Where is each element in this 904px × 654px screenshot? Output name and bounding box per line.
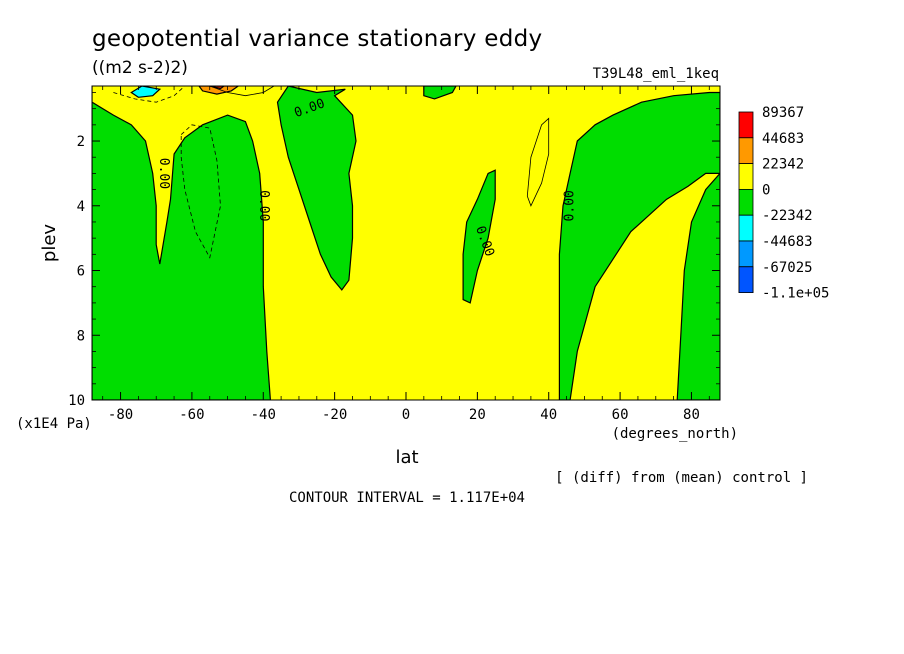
minor-ticks: [92, 86, 720, 400]
legend-label: 44683: [762, 131, 804, 147]
legend-label: 22342: [762, 157, 804, 173]
chart-title: geopotential variance stationary eddy: [92, 26, 542, 52]
legend-swatch: [738, 240, 754, 268]
contour-interval-note: CONTOUR INTERVAL = 1.117E+04: [289, 490, 525, 506]
x-tick-label: 0: [402, 407, 410, 423]
green-region-sh-polar: [92, 86, 272, 400]
x-tick-label: 60: [612, 407, 629, 423]
contour-label-4: 0.00: [563, 190, 578, 221]
legend-swatch-lowest: [738, 266, 754, 293]
y-axis-label: plev: [39, 224, 60, 263]
contour-label-1: 0.00: [256, 190, 271, 221]
x-axis-units: (degrees_north): [612, 426, 738, 442]
legend-label: 0: [762, 182, 770, 198]
green-region-tropics-top: [423, 86, 457, 100]
legend-label: -22342: [762, 208, 813, 224]
x-tick-label: 20: [469, 407, 486, 423]
positive-contour-nh-1: [526, 117, 550, 207]
contour-plot: 0.000.000.000.000.00 -80 -60 -40 -20 0 20 40 60…: [68, 85, 721, 423]
x-tick-label: -20: [322, 407, 347, 423]
green-region-nh-subtropics: [462, 169, 496, 304]
legend-swatch: [738, 111, 754, 139]
x-tick-label: -60: [179, 407, 204, 423]
green-region-sh-midlat: [276, 86, 357, 291]
y-tick-label: 6: [77, 264, 85, 280]
legend-swatch: [738, 137, 754, 165]
x-axis-label: lat: [395, 447, 418, 468]
y-axis-units: (x1E4 Pa): [16, 416, 92, 432]
legend-label: -67025: [762, 260, 813, 276]
x-tick-label: -80: [108, 407, 133, 423]
positive-contour-sh-top: [209, 86, 275, 97]
y-tick-label: 4: [77, 199, 85, 215]
green-region-nh-polar: [558, 91, 720, 400]
red-region-sh-top: [209, 86, 226, 90]
legend-swatch: [738, 214, 754, 242]
filled-regions: [92, 86, 720, 400]
legend-swatch: [738, 163, 754, 190]
x-tick-label: -40: [251, 407, 276, 423]
contour-lines: [113, 86, 550, 259]
x-tick-label: 40: [540, 407, 557, 423]
legend-label: -44683: [762, 234, 813, 250]
contour-label-0: 0.00: [156, 158, 171, 189]
y-tick-label: 2: [77, 134, 85, 150]
legend-label: 89367: [762, 105, 804, 121]
x-tick-label: 80: [683, 407, 700, 423]
legend-swatch: [738, 188, 754, 216]
y-axis-ticks: 2 4 6 8 10: [68, 134, 720, 409]
y-tick-label: 10: [68, 393, 85, 409]
y-tick-label: 8: [77, 328, 85, 344]
orange-region-sh-top: [198, 86, 240, 95]
diff-note: [ (diff) from (mean) control ]: [555, 470, 808, 486]
color-legend: 89367 44683 22342 0 -22342 -44683 -67025 -1.1e+…: [738, 105, 829, 302]
negative-contour-sh-top: [113, 86, 186, 103]
legend-label: -1.1e+05: [762, 286, 829, 302]
x-axis-ticks: -80 -60 -40 -20 0 20 40 60 80: [108, 86, 700, 423]
experiment-label: T39L48_eml_1keq: [593, 66, 719, 82]
negative-contour-sh-1: [180, 124, 221, 259]
units-label: ((m2 s-2)2): [92, 58, 188, 78]
